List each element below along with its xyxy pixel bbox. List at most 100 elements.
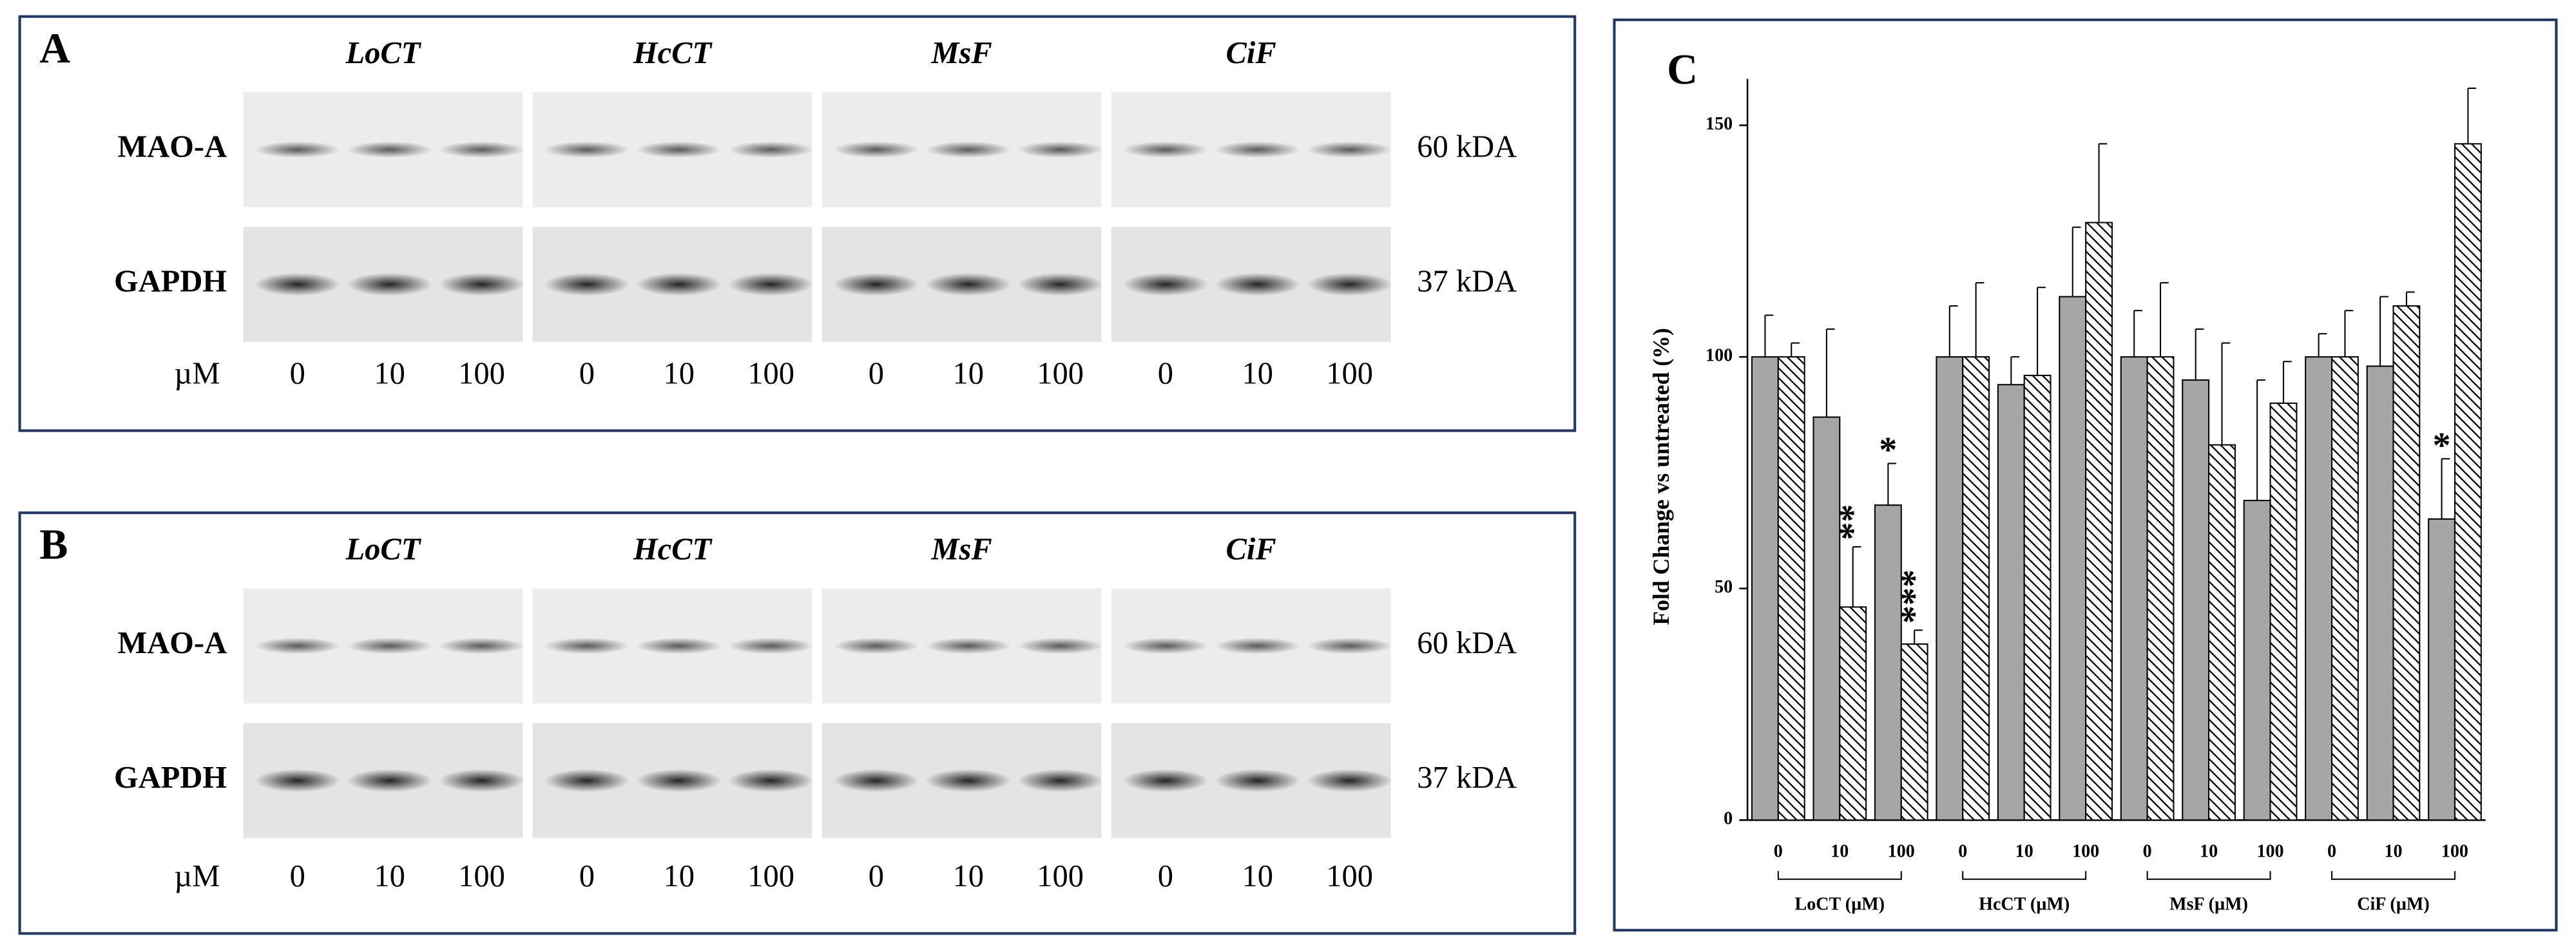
x-tick-label: 100 bbox=[1888, 842, 1915, 862]
bar bbox=[1812, 416, 1841, 821]
y-tick-label: 50 bbox=[1715, 577, 1733, 597]
lane-label: 0 bbox=[1158, 357, 1173, 391]
lane-label: 0 bbox=[869, 357, 884, 391]
lane-label: 10 bbox=[1242, 357, 1273, 391]
group-label: MsF bbox=[930, 36, 992, 70]
blot-band bbox=[1122, 769, 1209, 792]
lane-label: 0 bbox=[1158, 859, 1173, 893]
lane-label: 0 bbox=[579, 859, 595, 893]
y-tick-label: 100 bbox=[1706, 346, 1733, 366]
bar bbox=[2269, 403, 2298, 821]
row-label: MAO-A bbox=[117, 626, 227, 660]
blot-band bbox=[833, 272, 919, 296]
bar bbox=[2428, 518, 2456, 821]
panel-frame bbox=[18, 511, 1577, 935]
group-label: MsF bbox=[930, 533, 992, 567]
bar bbox=[2059, 296, 2087, 821]
blot-band bbox=[439, 769, 524, 792]
bar bbox=[2120, 356, 2148, 821]
x-tick-label: 0 bbox=[1774, 842, 1783, 862]
blot-band bbox=[1017, 141, 1103, 158]
blot-band bbox=[636, 638, 722, 654]
significance-mark: ** bbox=[1833, 504, 1873, 540]
bar bbox=[2146, 356, 2175, 821]
blot-band bbox=[1017, 638, 1103, 654]
group-label: CiF (µM) bbox=[2357, 894, 2429, 914]
blot-band bbox=[1215, 769, 1301, 792]
bar bbox=[2454, 143, 2482, 821]
group-label: HcCT bbox=[633, 36, 713, 70]
blot-band bbox=[1307, 769, 1393, 792]
group-label: CiF bbox=[1226, 36, 1276, 70]
blot-band bbox=[439, 141, 524, 158]
row-label: GAPDH bbox=[114, 265, 227, 299]
blot-band bbox=[636, 141, 722, 158]
row-label: MAO-A bbox=[117, 129, 227, 164]
blot-band bbox=[544, 272, 630, 296]
blot-band bbox=[1307, 272, 1393, 296]
significance-mark: * bbox=[2433, 426, 2451, 466]
blot-band bbox=[1215, 272, 1301, 296]
blot-band bbox=[255, 141, 341, 158]
blot-band bbox=[1307, 638, 1393, 654]
blot-band bbox=[347, 272, 433, 296]
blot-band bbox=[636, 272, 722, 296]
lane-label: 10 bbox=[953, 357, 984, 391]
x-tick-label: 0 bbox=[1958, 842, 1967, 862]
lane-label: 100 bbox=[1326, 357, 1373, 391]
bar bbox=[1874, 504, 1902, 821]
lane-label: 10 bbox=[374, 859, 405, 893]
y-tick-label: 150 bbox=[1706, 114, 1733, 134]
group-label: HcCT bbox=[633, 533, 713, 567]
lane-label: 100 bbox=[1037, 357, 1084, 391]
x-tick-label: 100 bbox=[2441, 842, 2468, 862]
blot-band bbox=[255, 769, 341, 792]
group-label: CiF bbox=[1226, 533, 1276, 567]
bar bbox=[2392, 305, 2421, 821]
lane-label: 10 bbox=[663, 357, 694, 391]
group-bracket bbox=[2146, 871, 2271, 880]
blot-band bbox=[255, 638, 341, 654]
blot-band bbox=[1122, 638, 1209, 654]
blot-band bbox=[1215, 638, 1301, 654]
row-label: GAPDH bbox=[114, 761, 227, 795]
blot-band bbox=[1017, 272, 1103, 296]
x-tick-label: 10 bbox=[2015, 842, 2033, 862]
x-tick-label: 100 bbox=[2257, 842, 2284, 862]
blot-band bbox=[439, 272, 524, 296]
blot-band bbox=[728, 272, 814, 296]
bar bbox=[2331, 356, 2359, 821]
y-tick-label: 0 bbox=[1724, 809, 1733, 829]
lane-label: 10 bbox=[374, 357, 405, 391]
bar bbox=[1751, 356, 1779, 821]
blot-band bbox=[728, 141, 814, 158]
blot-band bbox=[544, 638, 630, 654]
x-tick-label: 10 bbox=[2384, 842, 2402, 862]
bar bbox=[2208, 444, 2236, 821]
panel-label: A bbox=[39, 25, 70, 72]
group-bracket bbox=[2331, 871, 2456, 880]
size-label: 37 kDA bbox=[1417, 265, 1517, 299]
bar bbox=[1936, 356, 1964, 821]
panel-frame bbox=[1613, 18, 2558, 932]
x-tick-label: 0 bbox=[2143, 842, 2152, 862]
blot-band bbox=[1122, 141, 1209, 158]
size-label: 60 kDA bbox=[1417, 129, 1517, 164]
group-label: LoCT bbox=[345, 36, 422, 70]
blot-band bbox=[833, 638, 919, 654]
bar bbox=[1839, 606, 1867, 821]
panel-frame bbox=[18, 15, 1577, 432]
blot-band bbox=[544, 141, 630, 158]
blot-band bbox=[1307, 141, 1393, 158]
group-label: MsF (µM) bbox=[2169, 894, 2248, 914]
lane-label: 10 bbox=[1242, 859, 1273, 893]
blot-band bbox=[636, 769, 722, 792]
panel-label: C bbox=[1667, 46, 1698, 93]
unit-label: µM bbox=[174, 859, 220, 893]
blot-band bbox=[347, 769, 433, 792]
x-tick-label: 10 bbox=[1831, 842, 1849, 862]
blot-band bbox=[925, 272, 1012, 296]
blot-band bbox=[925, 769, 1012, 792]
x-tick-label: 0 bbox=[2327, 842, 2336, 862]
